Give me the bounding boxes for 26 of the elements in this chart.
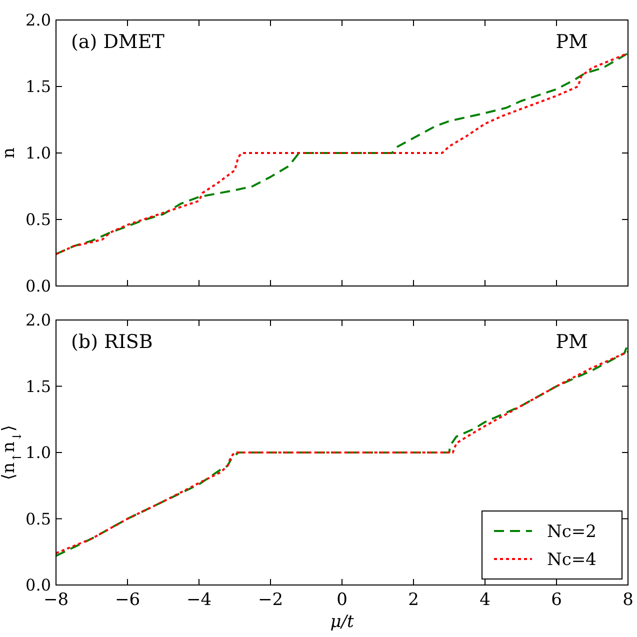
y-tick-label: 1.5 <box>26 77 51 96</box>
y-tick-label: 1.0 <box>26 443 51 462</box>
x-tick-label: −2 <box>258 590 284 610</box>
y-tick-label: 0.0 <box>26 276 51 296</box>
x-tick-label: 0 <box>336 590 348 610</box>
x-axis-title: μ/t <box>330 612 354 632</box>
x-tick-label: −6 <box>114 590 140 610</box>
annotation: (a) DMET <box>71 31 165 53</box>
x-tick-label: 4 <box>480 590 490 610</box>
annotation: PM <box>556 31 588 53</box>
line-series <box>55 52 629 256</box>
y-tick-label: 2.0 <box>26 310 51 330</box>
legend-label: Nc=4 <box>547 550 596 570</box>
y-tick-label: 0.5 <box>26 509 51 528</box>
x-tick-label: 8 <box>622 590 634 610</box>
y-tick-label: 1.0 <box>26 144 51 163</box>
y-tick-label: 2.0 <box>26 10 51 30</box>
x-tick-label: 2 <box>408 590 419 610</box>
annotation: PM <box>556 331 588 353</box>
annotation: (b) RISB <box>71 331 153 353</box>
y-tick-label: 1.5 <box>26 376 51 396</box>
legend-label: Nc=2 <box>547 522 596 542</box>
x-tick-label: −4 <box>186 590 212 610</box>
y-tick-label: 0.5 <box>26 210 51 230</box>
y-axis-title: n <box>0 147 19 158</box>
x-tick-label: 6 <box>551 590 562 610</box>
